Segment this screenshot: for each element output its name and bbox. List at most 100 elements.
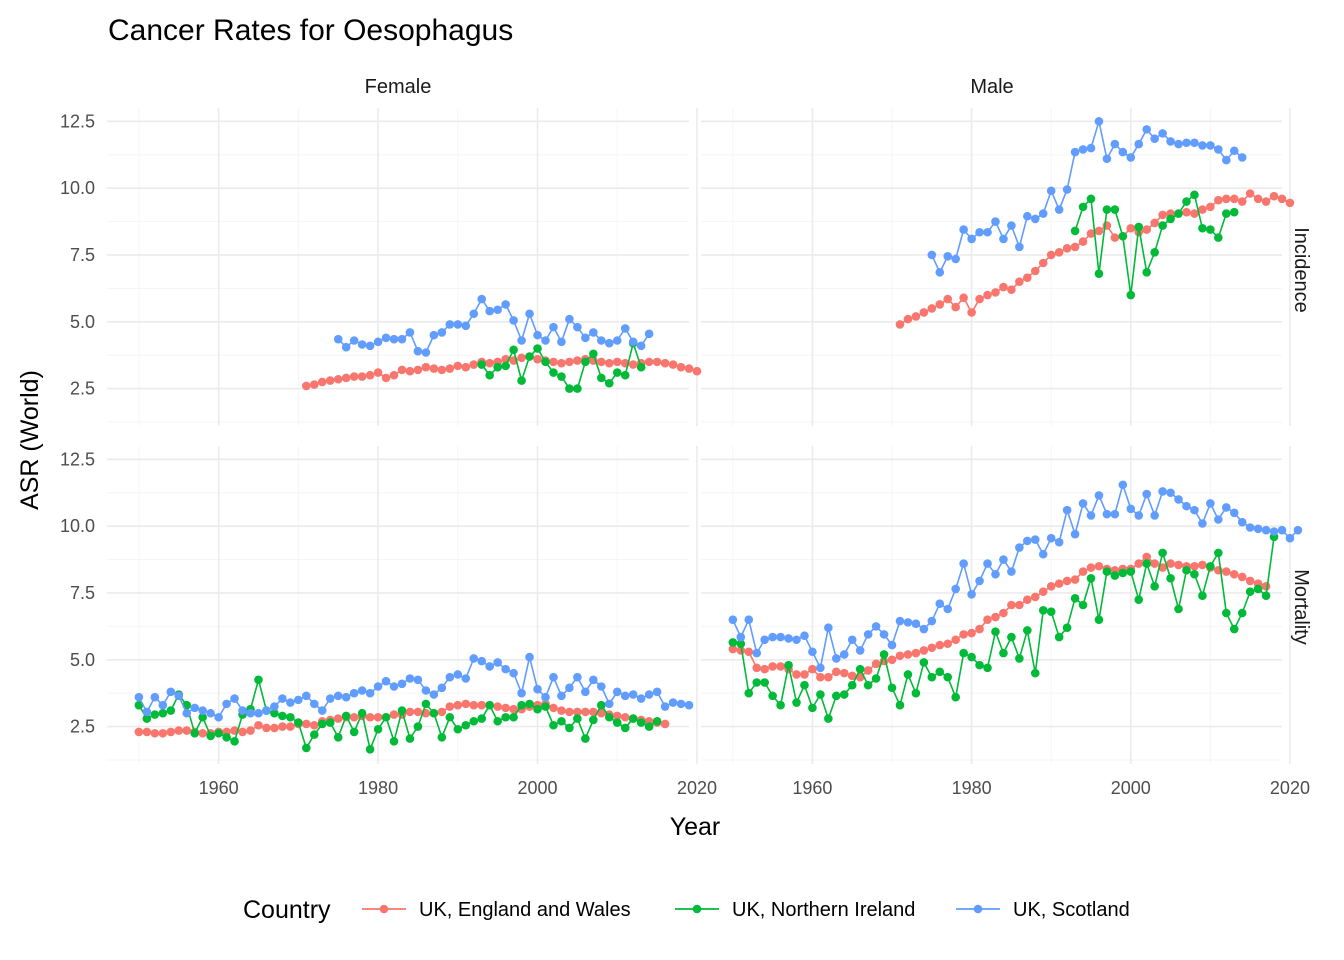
- data-point: [887, 655, 897, 665]
- data-point: [644, 357, 654, 367]
- data-point: [1086, 143, 1096, 153]
- data-point: [1158, 487, 1167, 496]
- data-point: [728, 615, 738, 624]
- data-point: [493, 702, 502, 711]
- data-point: [341, 711, 351, 721]
- data-point: [533, 684, 542, 694]
- data-point: [744, 688, 754, 698]
- data-point: [1261, 591, 1271, 600]
- data-point: [1046, 186, 1056, 196]
- data-point: [1253, 524, 1263, 534]
- data-point: [752, 678, 762, 687]
- data-point: [943, 294, 953, 304]
- data-point: [581, 357, 590, 367]
- data-point: [525, 309, 534, 319]
- data-point: [1134, 559, 1144, 568]
- legend-title: Country: [243, 896, 331, 924]
- data-point: [517, 353, 526, 363]
- data-point: [286, 712, 295, 722]
- data-point: [1070, 226, 1080, 236]
- data-point: [565, 723, 574, 733]
- legend-item-uk-scotland: UK, Scotland: [956, 899, 1130, 921]
- data-point: [1269, 191, 1279, 201]
- data-point: [461, 674, 471, 683]
- data-point: [1070, 529, 1080, 539]
- data-point: [1062, 576, 1072, 586]
- data-point: [903, 314, 913, 324]
- data-point: [429, 690, 439, 699]
- data-point: [485, 370, 494, 380]
- data-point: [437, 707, 447, 717]
- data-point: [549, 357, 558, 367]
- data-point: [525, 352, 534, 361]
- series-uk-england-and-wales: [895, 189, 1295, 329]
- data-point: [879, 650, 889, 659]
- data-point: [405, 707, 415, 717]
- data-point: [1150, 581, 1159, 591]
- data-point: [999, 555, 1008, 564]
- data-point: [549, 368, 558, 377]
- data-point: [1150, 511, 1159, 520]
- data-point: [1221, 503, 1231, 512]
- data-point: [983, 290, 992, 300]
- y-tick-label: 2.5: [70, 379, 95, 399]
- data-point: [302, 719, 311, 729]
- data-point: [1229, 194, 1239, 204]
- data-point: [198, 728, 207, 738]
- data-point: [365, 688, 375, 698]
- data-point: [397, 679, 407, 689]
- data-point: [1261, 581, 1271, 591]
- data-point: [1229, 207, 1239, 217]
- data-point: [397, 706, 407, 715]
- data-point: [1174, 604, 1183, 614]
- data-point: [1198, 519, 1207, 528]
- data-point: [309, 380, 319, 389]
- data-point: [1237, 153, 1247, 162]
- data-point: [501, 703, 510, 713]
- data-point: [824, 714, 833, 723]
- data-point: [895, 616, 905, 626]
- data-point: [1214, 515, 1223, 524]
- series-uk-scotland: [134, 652, 694, 722]
- data-point: [895, 700, 905, 710]
- data-point: [959, 293, 968, 303]
- data-point: [1015, 654, 1024, 663]
- data-point: [752, 648, 762, 658]
- data-point: [1237, 572, 1247, 582]
- data-point: [286, 698, 295, 707]
- data-point: [469, 360, 479, 369]
- data-point: [1094, 226, 1104, 236]
- data-point: [1094, 269, 1104, 278]
- data-point: [887, 683, 897, 693]
- data-point: [174, 691, 184, 701]
- data-point: [437, 732, 447, 742]
- data-point: [317, 719, 327, 729]
- data-point: [1078, 499, 1088, 508]
- data-point: [493, 305, 502, 315]
- data-point: [1094, 561, 1104, 571]
- series-line-uk-scotland: [732, 483, 1299, 669]
- data-point: [333, 374, 343, 384]
- series-uk-northern-ireland: [477, 338, 646, 393]
- y-tick-label: 5.0: [70, 650, 95, 670]
- data-point: [1078, 600, 1088, 610]
- data-point: [975, 660, 984, 670]
- data-point: [509, 668, 518, 678]
- data-point: [453, 361, 463, 371]
- data-point: [959, 559, 968, 568]
- data-point: [752, 663, 762, 673]
- data-point: [776, 662, 785, 671]
- data-point: [991, 569, 1000, 579]
- data-point: [421, 348, 431, 357]
- series-uk-northern-ireland: [728, 532, 1279, 723]
- data-point: [943, 252, 953, 261]
- data-point: [325, 718, 335, 727]
- data-point: [808, 647, 817, 657]
- data-point: [317, 706, 327, 715]
- data-point: [405, 366, 415, 376]
- data-point: [760, 635, 769, 645]
- data-point: [525, 699, 534, 709]
- data-point: [317, 377, 327, 387]
- data-point: [573, 714, 582, 723]
- data-point: [1030, 592, 1040, 602]
